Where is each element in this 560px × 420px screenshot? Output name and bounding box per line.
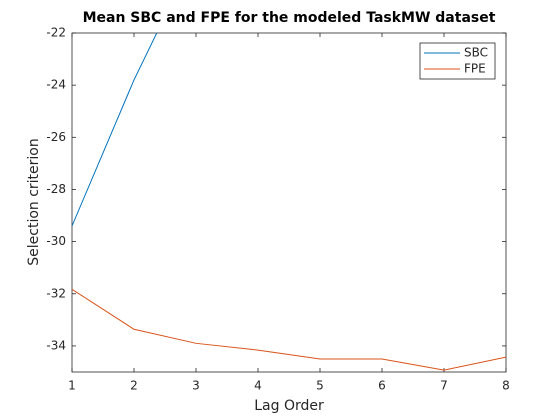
x-axis-label: Lag Order bbox=[254, 398, 324, 414]
x-tick-label: 6 bbox=[378, 379, 386, 393]
x-tick-label: 3 bbox=[192, 379, 200, 393]
legend-box bbox=[419, 42, 496, 80]
x-tick-label: 2 bbox=[130, 379, 138, 393]
y-tick-label: -32 bbox=[46, 286, 66, 300]
series-line bbox=[72, 288, 506, 371]
y-tick-label: -22 bbox=[46, 26, 66, 40]
axes-box bbox=[71, 32, 507, 373]
y-tick-label: -30 bbox=[46, 234, 66, 248]
chart-title: Mean SBC and FPE for the modeled TaskMW … bbox=[83, 10, 496, 26]
legend-label: SBC bbox=[464, 46, 488, 60]
y-tick-label: -26 bbox=[46, 130, 66, 144]
y-tick-label: -34 bbox=[46, 338, 66, 352]
series-line bbox=[72, 33, 158, 227]
x-tick-label: 5 bbox=[316, 379, 324, 393]
legend-label: FPE bbox=[464, 62, 486, 76]
plot-area bbox=[72, 33, 506, 371]
y-tick-label: -28 bbox=[46, 182, 66, 196]
x-tick-label: 4 bbox=[254, 379, 262, 393]
x-tick-label: 7 bbox=[440, 379, 448, 393]
x-tick-label: 1 bbox=[68, 379, 76, 393]
y-axis-label: Selection criterion bbox=[26, 138, 42, 266]
x-tick-label: 8 bbox=[502, 379, 510, 393]
y-tick-label: -24 bbox=[46, 78, 66, 92]
